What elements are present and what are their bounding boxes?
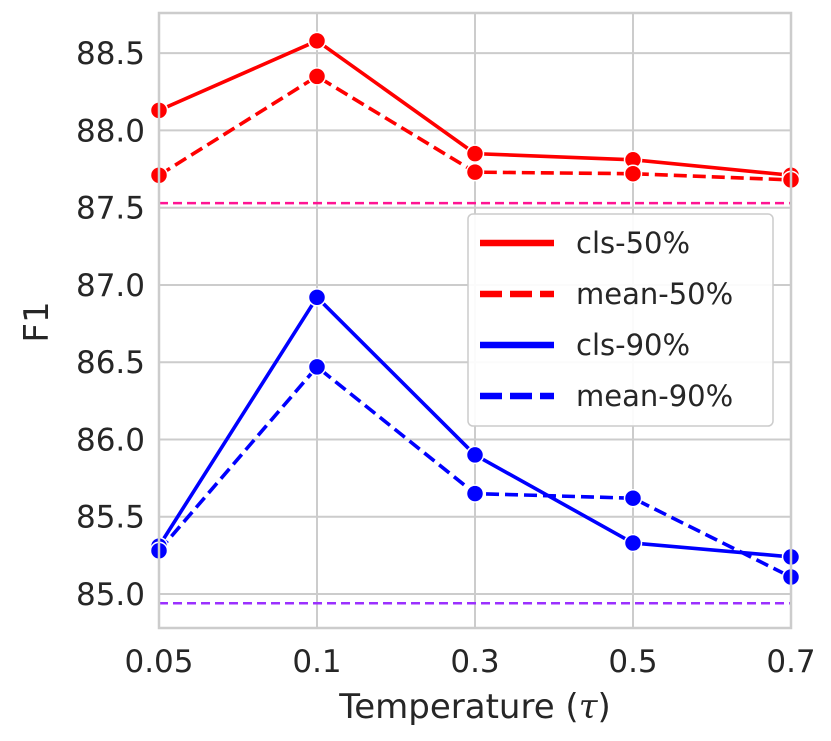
y-tick-label: 85.5 [76, 500, 145, 536]
x-axis-tick-labels: 0.05 0.1 0.3 0.5 0.7 [124, 644, 815, 680]
x-tick-label: 0.05 [124, 644, 193, 680]
legend-label: mean-90% [576, 379, 733, 413]
data-point [307, 288, 327, 307]
y-tick-label: 87.5 [76, 191, 145, 227]
legend: cls-50% mean-50% cls-90% mean-90% [467, 213, 774, 427]
y-tick-label: 87.0 [76, 268, 145, 304]
legend-label: cls-90% [576, 328, 690, 362]
y-tick-label: 88.0 [76, 113, 145, 149]
legend-label: cls-50% [576, 226, 690, 260]
y-axis-tick-labels: 85.0 85.5 86.0 86.5 87.0 87.5 88.0 88.5 [76, 36, 145, 613]
x-tick-label: 0.1 [292, 644, 341, 680]
x-tick-label: 0.7 [766, 644, 815, 680]
data-point [623, 533, 643, 553]
y-axis-label: F1 [17, 301, 57, 342]
series-markers [149, 31, 801, 587]
data-point [465, 484, 485, 503]
data-point [307, 31, 327, 51]
y-tick-label: 86.5 [76, 345, 145, 381]
data-point [465, 162, 485, 182]
y-tick-label: 88.5 [76, 36, 145, 72]
x-tick-label: 0.3 [450, 644, 499, 680]
plot-frame [157, 11, 793, 630]
x-axis-label: Temperature (τ) [338, 687, 611, 727]
legend-label: mean-50% [576, 277, 733, 311]
data-point [465, 445, 485, 465]
data-point [623, 164, 643, 183]
data-point [307, 67, 327, 86]
data-point [623, 488, 643, 508]
legend-box [467, 213, 774, 427]
y-tick-label: 85.0 [76, 577, 145, 613]
data-point [465, 144, 485, 163]
data-point [307, 357, 327, 377]
legend-entries: cls-50% mean-50% cls-90% mean-90% [480, 226, 733, 413]
x-tick-label: 0.5 [608, 644, 657, 680]
reference-lines [159, 201, 791, 605]
y-tick-label: 86.0 [76, 422, 145, 458]
